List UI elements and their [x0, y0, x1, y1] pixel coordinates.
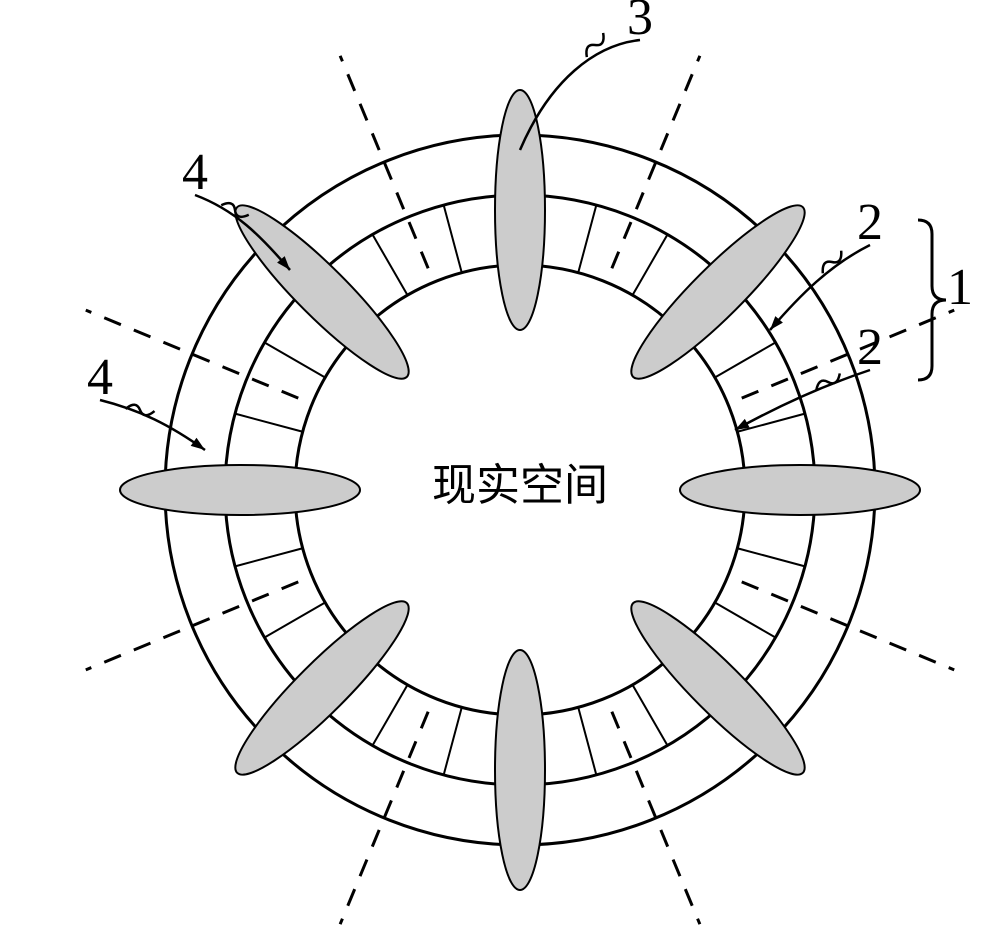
callout-2b: 2: [735, 319, 883, 430]
coil-ellipse: [219, 189, 424, 394]
coil-ellipse: [495, 90, 545, 330]
radial-tick: [235, 548, 303, 566]
coil-ellipse: [495, 650, 545, 890]
radial-tick: [265, 343, 326, 378]
radial-tick: [444, 205, 462, 273]
label-4b-text: 4: [87, 349, 113, 406]
coil-ellipse: [680, 465, 920, 515]
label-2a-text: 2: [857, 194, 883, 251]
center-label: 现实空间: [432, 461, 608, 510]
coil-ellipse: [615, 585, 820, 790]
radial-tick: [235, 414, 303, 432]
diagram-svg: 现实空间 3 4 4 2 2 1: [0, 0, 1000, 939]
label-4a-text: 4: [182, 144, 208, 201]
leader-arrowhead: [191, 438, 205, 450]
radial-tick: [715, 343, 776, 378]
radial-tick: [633, 685, 668, 746]
label-1-text: 1: [947, 259, 973, 316]
coil-ellipse: [615, 189, 820, 394]
radial-tick: [578, 707, 596, 775]
tilde-mark: [582, 33, 609, 57]
coil-ellipse: [219, 585, 424, 790]
radial-tick: [737, 548, 805, 566]
leader-line: [100, 400, 205, 450]
leader-line: [770, 245, 870, 330]
grouping-bracket: [918, 220, 946, 380]
callout-1: 1: [947, 259, 973, 316]
radial-tick: [715, 603, 776, 638]
radial-tick: [373, 235, 408, 296]
radial-tick: [265, 603, 326, 638]
radial-tick: [633, 235, 668, 296]
radial-tick: [373, 685, 408, 746]
label-2b-text: 2: [857, 319, 883, 376]
callout-3: 3: [520, 0, 653, 150]
radial-tick: [578, 205, 596, 273]
radial-tick: [444, 707, 462, 775]
label-3-text: 3: [627, 0, 653, 46]
coil-ellipse: [120, 465, 360, 515]
